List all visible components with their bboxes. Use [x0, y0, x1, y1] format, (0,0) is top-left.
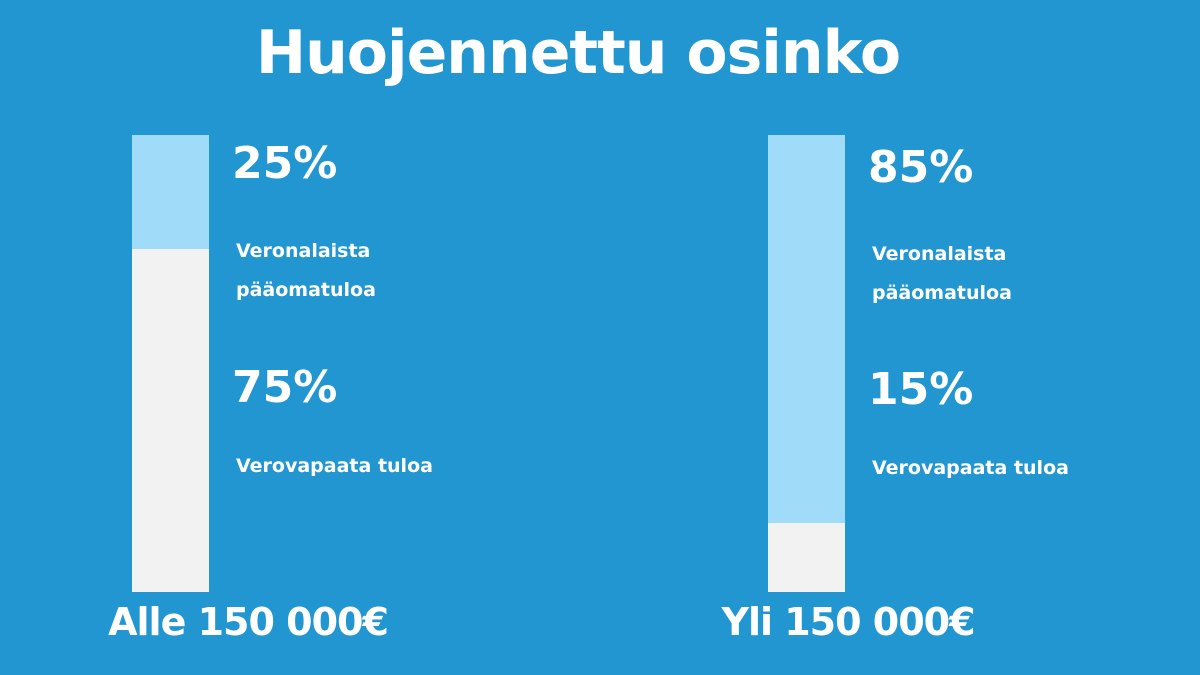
bar-segment — [768, 523, 845, 592]
value-label: 25% — [232, 138, 338, 189]
series-name: Veronalaista pääomatuloa — [236, 240, 376, 301]
value-label: 85% — [868, 142, 974, 193]
bar-segment — [132, 249, 209, 592]
value-label: 75% — [232, 362, 338, 413]
category-label: Alle 150 000€ — [108, 600, 389, 644]
series-name: Veronalaista pääomatuloa — [872, 243, 1012, 304]
chart-title: Huojennettu osinko — [255, 18, 901, 88]
series-name: Verovapaata tuloa — [872, 457, 1069, 479]
bar-segment — [132, 135, 209, 250]
category-label: Yli 150 000€ — [721, 600, 975, 644]
value-label: 15% — [868, 364, 974, 415]
bar-segment — [768, 135, 845, 524]
series-name: Verovapaata tuloa — [236, 455, 433, 477]
